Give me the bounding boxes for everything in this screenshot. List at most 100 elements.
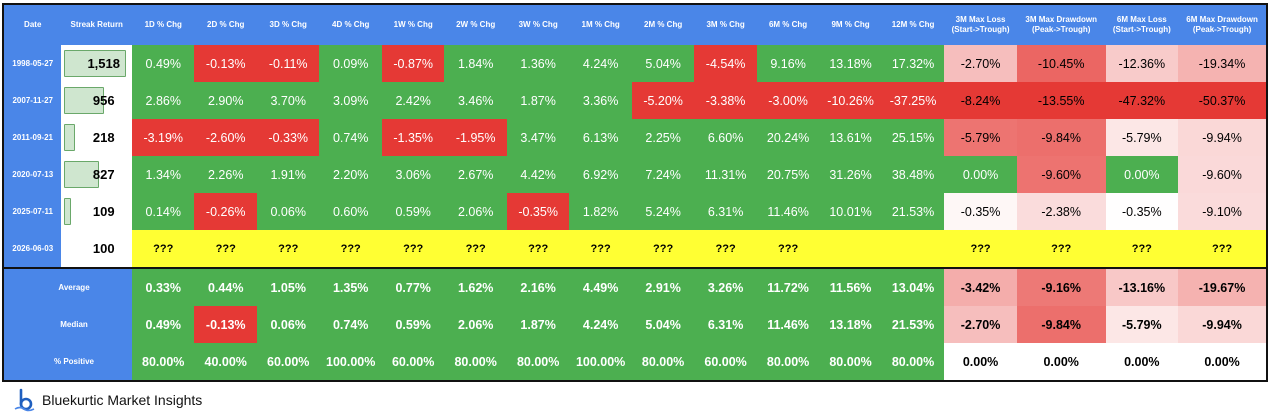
value-cell: 13.18%: [819, 45, 882, 82]
summary-value-cell: 2.06%: [444, 306, 507, 343]
brand-name: Bluekurtic Market Insights: [42, 392, 203, 408]
summary-value-cell: 0.00%: [944, 343, 1017, 381]
column-header: 3M Max Loss (Start->Trough): [944, 4, 1017, 45]
summary-value-cell: 11.72%: [756, 267, 820, 306]
value-cell: 1.36%: [506, 45, 570, 82]
value-cell: -0.11%: [256, 45, 320, 82]
value-cell: ???: [1178, 230, 1267, 268]
column-header-label: 3M % Chg: [706, 20, 745, 29]
streak-return-value: 1,518: [87, 56, 120, 71]
summary-value-cell: -9.84%: [1016, 306, 1106, 343]
value-cell: 1.34%: [132, 156, 195, 193]
summary-value-cell: 0.00%: [1016, 343, 1106, 381]
column-header: 6M Max Loss (Start->Trough): [1105, 4, 1179, 45]
value-cell: ???: [194, 230, 257, 268]
streak-return-cell: 827: [61, 156, 132, 193]
value-cell: 2.20%: [319, 156, 382, 193]
summary-value-cell: 80.00%: [756, 343, 820, 381]
value-cell: -0.87%: [381, 45, 445, 82]
value-cell: 9.16%: [756, 45, 820, 82]
value-cell: 0.60%: [319, 193, 382, 230]
row-date: 2007-11-27: [3, 82, 62, 119]
value-cell: 1.82%: [569, 193, 632, 230]
value-cell: -5.20%: [631, 82, 695, 119]
column-header: 3M Max Drawdown (Peak->Trough): [1016, 4, 1106, 45]
value-cell: 6.92%: [569, 156, 632, 193]
value-cell: -19.34%: [1178, 45, 1267, 82]
value-cell: 1.91%: [256, 156, 320, 193]
summary-value-cell: 1.35%: [319, 267, 382, 306]
bluekurtic-logo-icon: [14, 388, 35, 412]
table-row: 2025-07-11 109 0.14% -0.26% 0.06% 0.60% 0.59% 2…: [3, 193, 1267, 230]
value-cell: 4.42%: [506, 156, 570, 193]
column-header-label: 3W % Chg: [518, 20, 558, 29]
value-cell: 2.06%: [444, 193, 507, 230]
value-cell: 11.31%: [694, 156, 757, 193]
column-header: 1D % Chg: [132, 4, 195, 45]
value-cell: ???: [1016, 230, 1106, 268]
value-cell: -3.00%: [756, 82, 820, 119]
summary-value-cell: 1.62%: [444, 267, 507, 306]
summary-value-cell: 13.04%: [881, 267, 945, 306]
value-cell: -5.79%: [1105, 119, 1179, 156]
summary-value-cell: 5.04%: [631, 306, 695, 343]
streak-return-value: 827: [92, 167, 115, 182]
value-cell: -4.54%: [694, 45, 757, 82]
summary-value-cell: -19.67%: [1178, 267, 1267, 306]
value-cell: 2.90%: [194, 82, 257, 119]
value-cell: [819, 230, 882, 268]
value-cell: ???: [132, 230, 195, 268]
value-cell: 3.46%: [444, 82, 507, 119]
column-header: Date: [3, 4, 62, 45]
column-header: 12M % Chg: [881, 4, 945, 45]
column-header-label: 2W % Chg: [456, 20, 496, 29]
summary-value-cell: -13.16%: [1105, 267, 1179, 306]
column-header-label: 4D % Chg: [332, 20, 370, 29]
value-cell: 2.25%: [631, 119, 695, 156]
summary-value-cell: -9.94%: [1178, 306, 1267, 343]
column-header: 9M % Chg: [819, 4, 882, 45]
value-cell: 17.32%: [881, 45, 945, 82]
value-cell: ???: [694, 230, 757, 268]
value-cell: 0.00%: [1105, 156, 1179, 193]
value-cell: -1.95%: [444, 119, 507, 156]
value-cell: 0.49%: [132, 45, 195, 82]
streak-bar: [64, 198, 71, 225]
column-header: 1M % Chg: [569, 4, 632, 45]
value-cell: 0.06%: [256, 193, 320, 230]
streak-return-cell: 956: [61, 82, 132, 119]
value-cell: 21.53%: [881, 193, 945, 230]
value-cell: -47.32%: [1105, 82, 1179, 119]
value-cell: 3.09%: [319, 82, 382, 119]
value-cell: -0.35%: [1105, 193, 1179, 230]
summary-value-cell: 0.06%: [256, 306, 320, 343]
value-cell: -2.38%: [1016, 193, 1106, 230]
table-row: 2007-11-27 956 2.86% 2.90% 3.70% 3.09% 2.42% 3.…: [3, 82, 1267, 119]
summary-value-cell: 0.33%: [132, 267, 195, 306]
value-cell: 2.86%: [132, 82, 195, 119]
summary-value-cell: -0.13%: [194, 306, 257, 343]
value-cell: 3.06%: [381, 156, 445, 193]
value-cell: 4.24%: [569, 45, 632, 82]
summary-value-cell: 60.00%: [694, 343, 757, 381]
column-header-label: 1D % Chg: [144, 20, 182, 29]
column-header-label: 12M % Chg: [891, 20, 935, 29]
summary-value-cell: 0.44%: [194, 267, 257, 306]
table-header: Date Streak Return 1D % Chg 2D % Chg 3D % Ch…: [3, 4, 1267, 45]
column-header-label: 6M % Chg: [768, 20, 808, 29]
column-header-label: Streak Return: [70, 20, 123, 29]
summary-value-cell: -5.79%: [1105, 306, 1179, 343]
summary-row: Average 0.33% 0.44% 1.05% 1.35% 0.77% 1.62% 2.1…: [3, 267, 1267, 306]
value-cell: -9.60%: [1178, 156, 1267, 193]
column-header-label: 1M % Chg: [581, 20, 620, 29]
column-header-label: 3M Max Loss (Start->Trough): [951, 15, 1010, 34]
summary-value-cell: 3.26%: [694, 267, 757, 306]
streak-bar: [64, 161, 99, 188]
summary-label: Median: [3, 306, 132, 343]
streak-return-value: 109: [92, 204, 115, 219]
value-cell: -0.35%: [506, 193, 570, 230]
value-cell: -8.24%: [944, 82, 1017, 119]
column-header: 3W % Chg: [506, 4, 570, 45]
streak-return-value: 956: [92, 93, 115, 108]
value-cell: 7.24%: [631, 156, 695, 193]
